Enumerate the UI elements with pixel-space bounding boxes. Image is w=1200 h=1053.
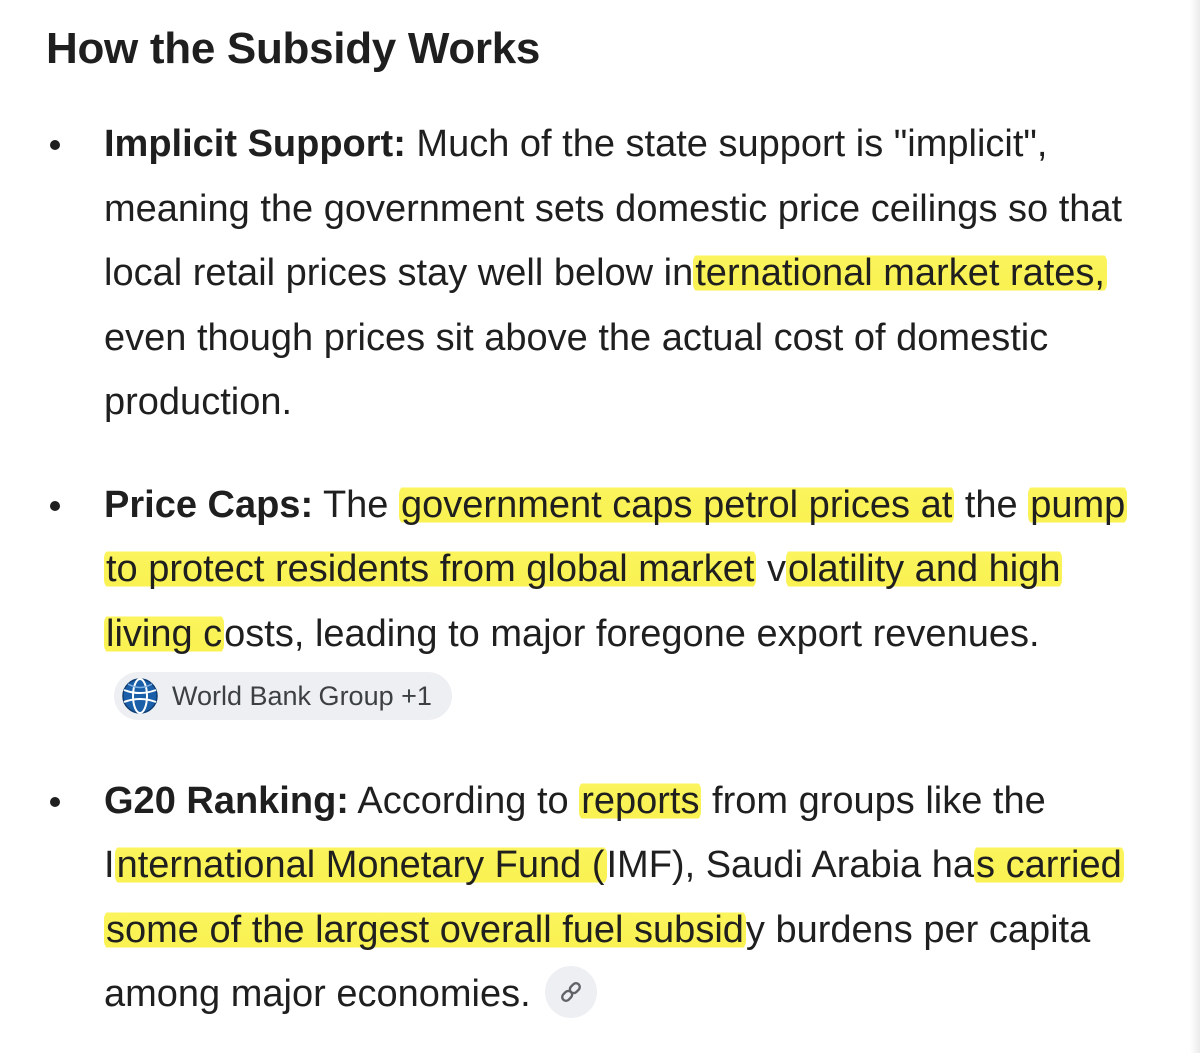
bullet-implicit-support: Implicit Support: Much of the state supp…: [46, 112, 1140, 435]
bullet-price-caps: Price Caps: The government caps petrol p…: [46, 473, 1140, 731]
bullet-text: even though prices sit above the actual …: [104, 316, 1049, 424]
link-icon: [560, 982, 581, 1002]
bullet-text: The: [313, 483, 400, 526]
highlighted-text: ternational market rates,: [693, 252, 1107, 294]
source-link-button[interactable]: [544, 965, 597, 1018]
bullet-text: v: [756, 548, 786, 590]
bullet-term: Implicit Support:: [104, 123, 406, 165]
source-chip-world-bank[interactable]: World Bank Group +1: [114, 671, 452, 720]
world-bank-globe-icon: [122, 677, 158, 714]
bullet-text: y burdens per capita among major economi…: [104, 908, 1091, 1016]
bullet-term: Price Caps:: [104, 483, 314, 526]
bullet-text: the: [954, 483, 1029, 526]
bullet-text: According to: [348, 779, 580, 822]
bullet-text: Much of the state support is "implicit",…: [104, 123, 1123, 294]
source-chip-label: World Bank Group +1: [172, 680, 432, 711]
section-heading: How the Subsidy Works: [46, 24, 541, 73]
highlighted-text: government caps petrol prices at: [399, 483, 955, 526]
bullet-term: G20 Ranking:: [104, 779, 349, 822]
highlighted-text: nternational Monetary Fund (: [114, 844, 607, 886]
bullet-g20-ranking: G20 Ranking: According to reports from g…: [46, 769, 1140, 1027]
bullet-text: from groups like the I: [104, 779, 1046, 887]
bullet-text: osts, leading to major foregone export r…: [224, 612, 1040, 655]
bullet-list: Implicit Support: Much of the state supp…: [46, 112, 1140, 1027]
scroll-edge-shadow: [1190, 0, 1200, 1053]
bullet-text: IMF), Saudi Arabia ha: [606, 844, 975, 886]
highlighted-text: reports: [579, 779, 702, 822]
